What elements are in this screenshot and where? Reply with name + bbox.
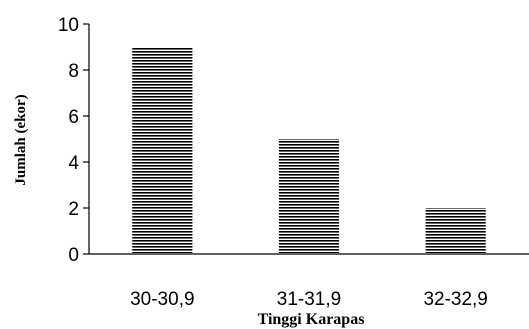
x-tick-label: 32-32,9 (423, 289, 487, 310)
y-tick-label: 6 (68, 107, 79, 128)
y-tick-label: 0 (68, 245, 79, 266)
y-tick-label: 10 (58, 15, 79, 36)
y-tick-label: 4 (68, 153, 79, 174)
bars-group (132, 47, 486, 254)
bar-31-31,9 (278, 139, 340, 254)
y-axis-label: Jumlah (ekor) (13, 94, 29, 185)
x-axis-label: Tinggi Karapas (258, 311, 365, 328)
x-tick-label: 31-31,9 (277, 289, 341, 310)
x-axis-ticks: 30-30,9 31-31,9 32-32,9 (130, 289, 488, 310)
x-tick-label: 30-30,9 (130, 289, 194, 310)
bar-32-32,9 (425, 208, 486, 254)
y-axis-ticks: 0 2 4 6 8 10 (58, 15, 89, 266)
y-tick-label: 2 (68, 199, 79, 220)
y-tick-label: 8 (68, 61, 79, 82)
bar-30-30,9 (132, 47, 193, 254)
